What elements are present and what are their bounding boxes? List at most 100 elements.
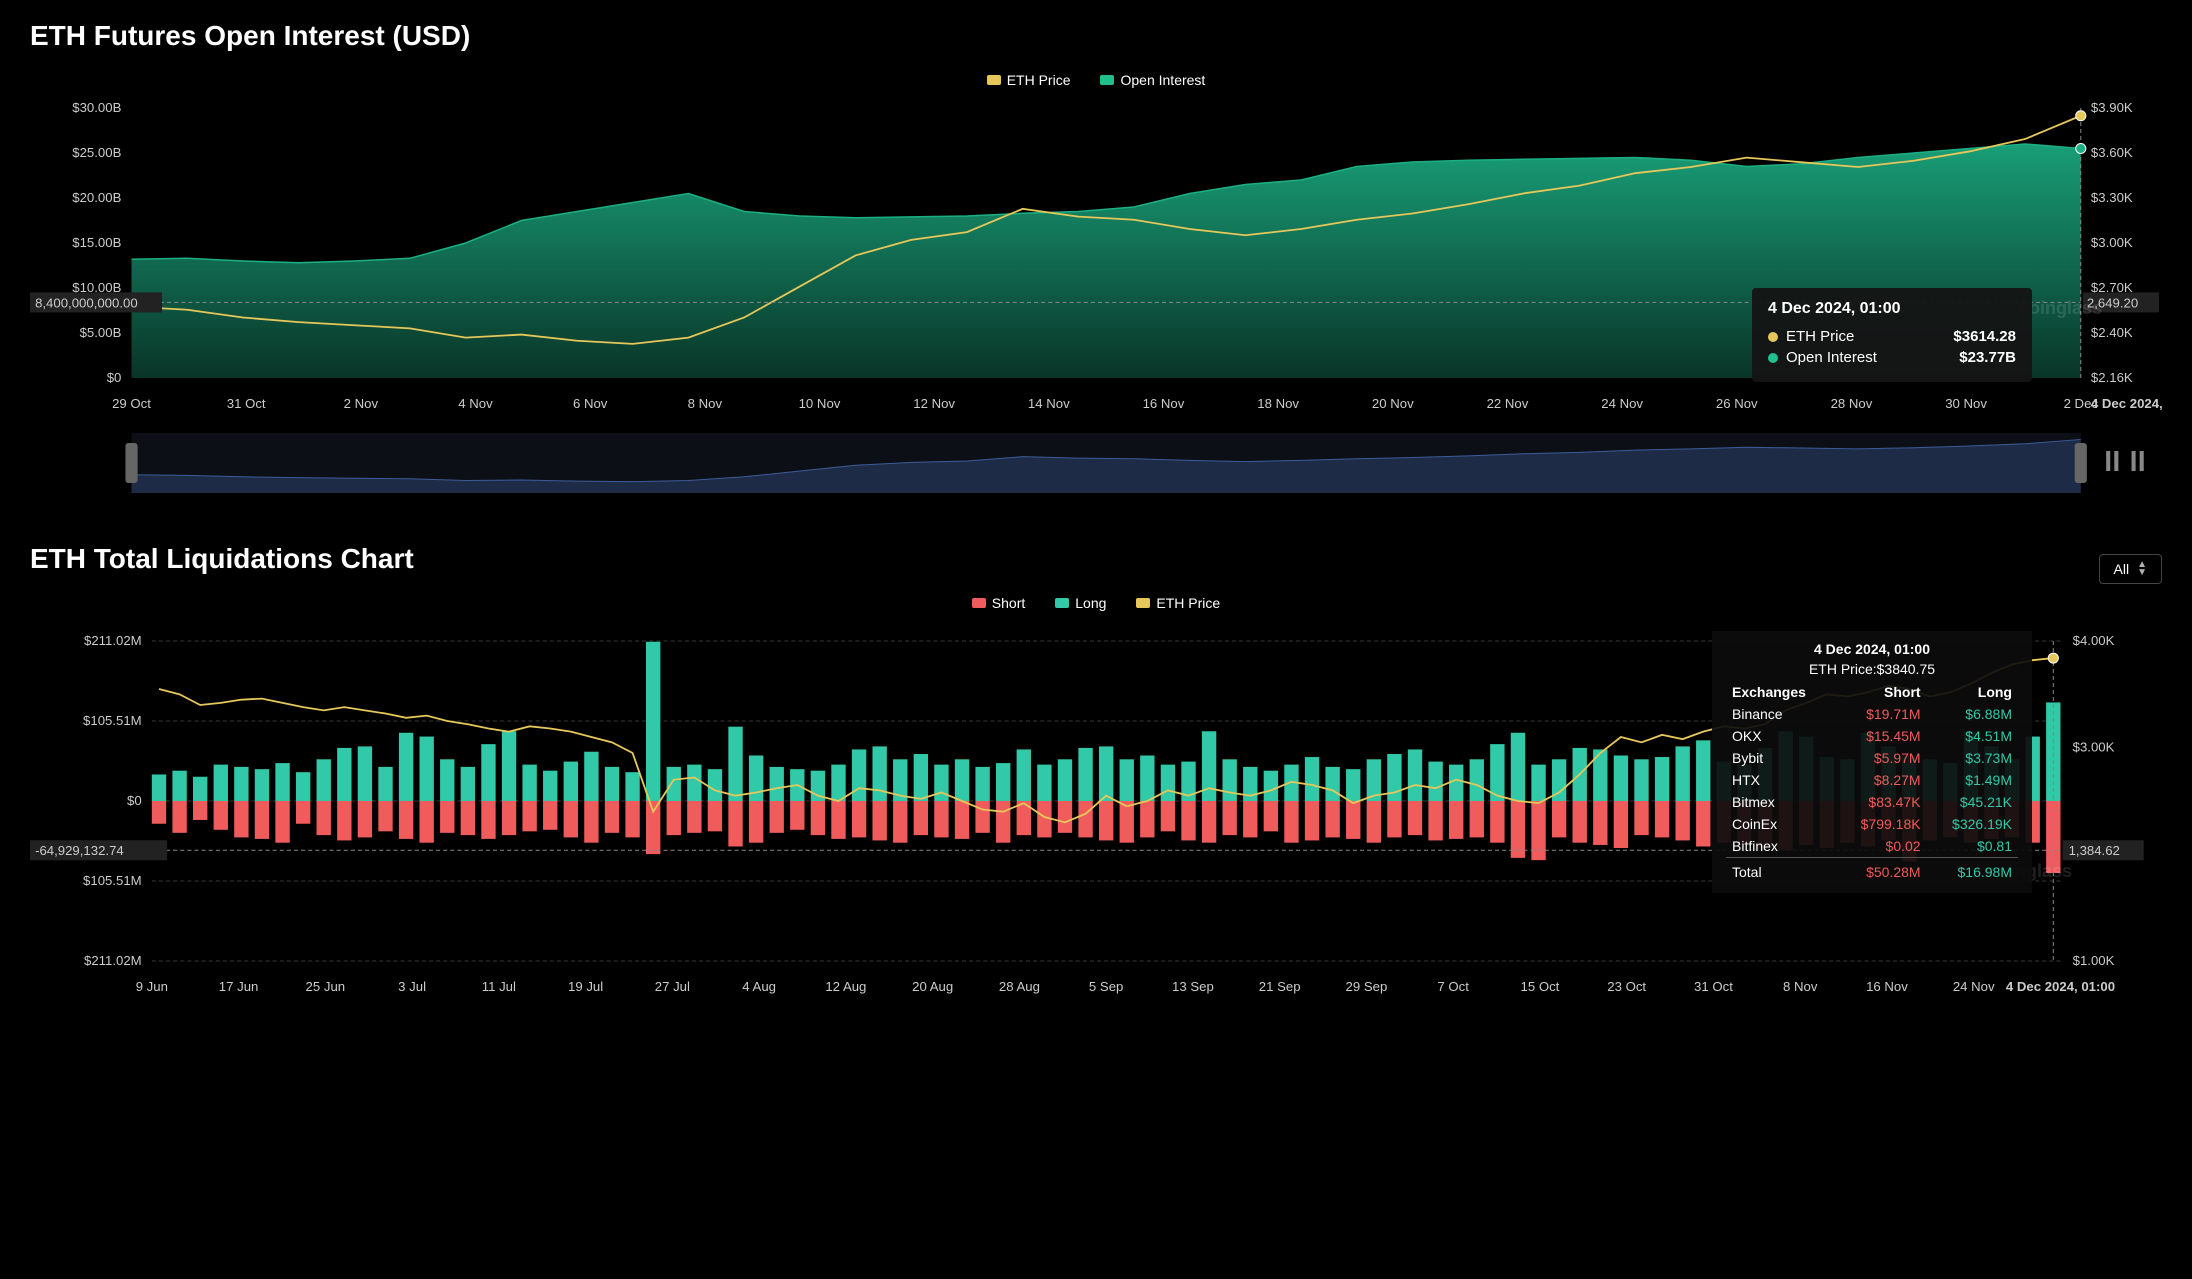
svg-text:31 Oct: 31 Oct xyxy=(227,396,266,411)
svg-text:2 Nov: 2 Nov xyxy=(344,396,379,411)
svg-text:18 Nov: 18 Nov xyxy=(1257,396,1299,411)
legend-swatch-long xyxy=(1055,598,1069,608)
svg-text:12 Aug: 12 Aug xyxy=(825,979,866,994)
svg-text:20 Aug: 20 Aug xyxy=(912,979,953,994)
svg-text:$25.00B: $25.00B xyxy=(72,145,121,160)
svg-text:$105.51M: $105.51M xyxy=(83,873,142,888)
svg-text:8 Nov: 8 Nov xyxy=(1783,979,1818,994)
svg-text:17 Jun: 17 Jun xyxy=(219,979,259,994)
updown-icon: ▲▼ xyxy=(2137,561,2147,577)
svg-text:21 Sep: 21 Sep xyxy=(1259,979,1301,994)
legend-swatch-oi xyxy=(1100,75,1114,85)
svg-text:6 Nov: 6 Nov xyxy=(573,396,608,411)
svg-text:$105.51M: $105.51M xyxy=(83,713,142,728)
oi-title: ETH Futures Open Interest (USD) xyxy=(30,20,2162,52)
svg-text:11 Jul: 11 Jul xyxy=(482,979,516,994)
svg-text:24 Nov: 24 Nov xyxy=(1953,979,1995,994)
svg-text:$0: $0 xyxy=(127,793,142,808)
oi-chart[interactable]: $0$5.00B$10.00B$15.00B$20.00B$25.00B$30.… xyxy=(30,98,2162,418)
svg-text:30 Nov: 30 Nov xyxy=(1945,396,1987,411)
liq-title: ETH Total Liquidations Chart xyxy=(30,543,414,575)
legend-eth-price[interactable]: ETH Price xyxy=(987,72,1071,88)
svg-text:$3.60K: $3.60K xyxy=(2091,145,2133,160)
svg-text:9 Jun: 9 Jun xyxy=(136,979,168,994)
svg-text:$30.00B: $30.00B xyxy=(72,100,121,115)
svg-text:13 Sep: 13 Sep xyxy=(1172,979,1214,994)
svg-text:25 Jun: 25 Jun xyxy=(306,979,346,994)
svg-text:8,400,000,000.00: 8,400,000,000.00 xyxy=(35,295,138,310)
liq-tooltip-table: Exchanges Short Long Binance$19.71M$6.88… xyxy=(1726,681,2018,883)
oi-legend: ETH Price Open Interest xyxy=(30,72,2162,88)
oi-tooltip: 4 Dec 2024, 01:00 ETH Price $3614.28 Ope… xyxy=(1752,288,2032,382)
liq-tooltip: 4 Dec 2024, 01:00 ETH Price:$3840.75 Exc… xyxy=(1712,631,2032,893)
svg-text:7 Oct: 7 Oct xyxy=(1437,979,1469,994)
svg-text:4 Nov: 4 Nov xyxy=(458,396,493,411)
svg-text:15 Oct: 15 Oct xyxy=(1521,979,1560,994)
svg-text:$20.00B: $20.00B xyxy=(72,190,121,205)
dot-icon xyxy=(1768,353,1778,363)
svg-text:$3.00K: $3.00K xyxy=(2091,235,2133,250)
svg-text:$211.02M: $211.02M xyxy=(84,633,142,648)
svg-text:28 Aug: 28 Aug xyxy=(999,979,1040,994)
svg-text:$3.00K: $3.00K xyxy=(2073,740,2115,755)
legend-price-liq[interactable]: ETH Price xyxy=(1136,595,1220,611)
svg-text:29 Sep: 29 Sep xyxy=(1346,979,1388,994)
liq-tooltip-row: Binance$19.71M$6.88M xyxy=(1726,703,2018,725)
svg-text:$2.40K: $2.40K xyxy=(2091,325,2133,340)
liquidations-chart-section: ETH Total Liquidations Chart All ▲▼ Shor… xyxy=(30,543,2162,1001)
liq-legend: Short Long ETH Price xyxy=(30,595,2162,611)
svg-text:27 Jul: 27 Jul xyxy=(655,979,690,994)
svg-text:16 Nov: 16 Nov xyxy=(1143,396,1185,411)
liq-tooltip-row: Bybit$5.97M$3.73M xyxy=(1726,747,2018,769)
legend-long[interactable]: Long xyxy=(1055,595,1106,611)
svg-text:28 Nov: 28 Nov xyxy=(1831,396,1873,411)
liq-tooltip-total-row: Total$50.28M$16.98M xyxy=(1726,858,2018,884)
svg-text:26 Nov: 26 Nov xyxy=(1716,396,1758,411)
svg-text:$5.00B: $5.00B xyxy=(80,325,122,340)
svg-text:5 Sep: 5 Sep xyxy=(1089,979,1123,994)
svg-text:29 Oct: 29 Oct xyxy=(112,396,151,411)
liq-tooltip-row: OKX$15.45M$4.51M xyxy=(1726,725,2018,747)
legend-short[interactable]: Short xyxy=(972,595,1025,611)
svg-text:2,649.20: 2,649.20 xyxy=(2087,295,2138,310)
dot-icon xyxy=(1768,332,1778,342)
svg-text:$1.00K: $1.00K xyxy=(2073,953,2115,968)
oi-navigator[interactable] xyxy=(30,433,2162,493)
svg-text:19 Jul: 19 Jul xyxy=(568,979,603,994)
svg-text:$3.90K: $3.90K xyxy=(2091,100,2133,115)
oi-tooltip-date: 4 Dec 2024, 01:00 xyxy=(1768,300,2016,318)
svg-text:1,384.62: 1,384.62 xyxy=(2069,843,2120,858)
svg-text:24 Nov: 24 Nov xyxy=(1601,396,1643,411)
svg-text:$4.00K: $4.00K xyxy=(2073,633,2115,648)
legend-swatch-price xyxy=(987,75,1001,85)
legend-open-interest[interactable]: Open Interest xyxy=(1100,72,1205,88)
svg-text:8 Nov: 8 Nov xyxy=(688,396,723,411)
liq-tooltip-row: Bitmex$83.47K$45.21K xyxy=(1726,791,2018,813)
svg-text:4 Aug: 4 Aug xyxy=(742,979,776,994)
svg-text:3 Jul: 3 Jul xyxy=(398,979,426,994)
liq-chart[interactable]: $211.02M $105.51M $0 $105.51M $211.02M $1.00K… xyxy=(30,621,2162,1001)
svg-text:23 Oct: 23 Oct xyxy=(1607,979,1646,994)
svg-text:$0: $0 xyxy=(107,370,122,385)
svg-text:$3.30K: $3.30K xyxy=(2091,190,2133,205)
svg-text:4 Dec 2024, 01:00: 4 Dec 2024, 01:00 xyxy=(2091,396,2162,411)
timeframe-select[interactable]: All ▲▼ xyxy=(2099,554,2162,584)
legend-swatch-price xyxy=(1136,598,1150,608)
svg-text:-64,929,132.74: -64,929,132.74 xyxy=(35,843,124,858)
liq-tooltip-row: Bitfinex$0.02$0.81 xyxy=(1726,835,2018,858)
svg-text:$15.00B: $15.00B xyxy=(72,235,121,250)
liq-tooltip-row: CoinEx$799.18K$326.19K xyxy=(1726,813,2018,835)
svg-text:10 Nov: 10 Nov xyxy=(799,396,841,411)
svg-text:31 Oct: 31 Oct xyxy=(1694,979,1733,994)
liq-tooltip-price: ETH Price:$3840.75 xyxy=(1726,661,2018,677)
svg-text:$2.16K: $2.16K xyxy=(2091,370,2133,385)
svg-text:14 Nov: 14 Nov xyxy=(1028,396,1070,411)
open-interest-chart-section: ETH Futures Open Interest (USD) ETH Pric… xyxy=(30,20,2162,493)
liq-tooltip-date: 4 Dec 2024, 01:00 xyxy=(1726,641,2018,657)
svg-text:$211.02M: $211.02M xyxy=(84,953,142,968)
liq-tooltip-row: HTX$8.27M$1.49M xyxy=(1726,769,2018,791)
svg-text:12 Nov: 12 Nov xyxy=(913,396,955,411)
legend-swatch-short xyxy=(972,598,986,608)
svg-text:22 Nov: 22 Nov xyxy=(1487,396,1529,411)
svg-text:20 Nov: 20 Nov xyxy=(1372,396,1414,411)
